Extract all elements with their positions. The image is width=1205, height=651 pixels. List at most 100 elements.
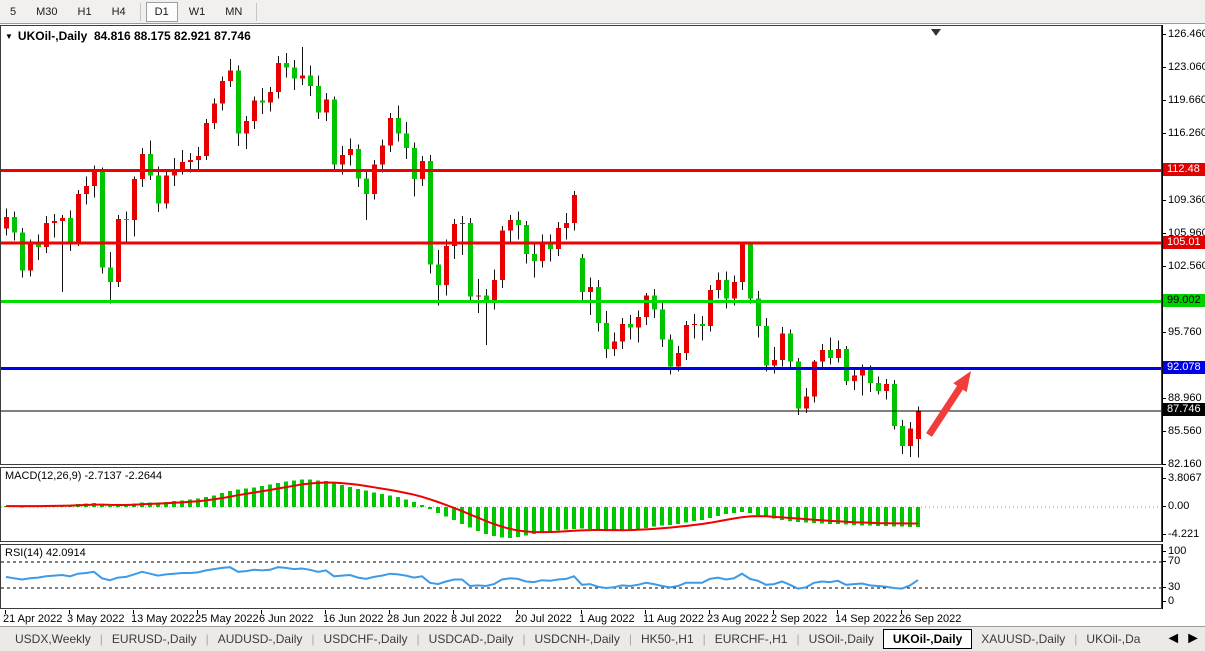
candle-down <box>700 323 705 326</box>
tab-scroll-left-icon[interactable]: ◄ <box>1165 630 1182 647</box>
timeframe-button-d1[interactable]: D1 <box>145 1 178 22</box>
macd-histogram-bar <box>412 501 416 507</box>
macd-histogram-bar <box>532 507 536 535</box>
tab-usdcad-daily[interactable]: USDCAD-,Daily <box>428 632 514 646</box>
candle-down <box>148 153 153 176</box>
macd-histogram-bar <box>308 479 312 507</box>
macd-histogram-bar <box>892 507 896 527</box>
macd-histogram-bar <box>516 507 520 537</box>
timeframe-button-h4[interactable]: H4 <box>111 5 126 18</box>
tab-usoil-daily[interactable]: USOil-,Daily <box>808 632 874 646</box>
macd-histogram-bar <box>324 481 328 507</box>
candle-up <box>740 244 745 283</box>
candle-down <box>100 171 105 268</box>
timeframe-toolbar: 5 M30 H1 H4 D1 W1 MN <box>0 0 1205 24</box>
macd-histogram-bar <box>380 493 384 507</box>
price-chart-panel[interactable]: ▼ UKOil-,Daily 84.816 88.175 82.921 87.74… <box>0 25 1162 465</box>
price-axis-tick <box>1163 266 1166 267</box>
chart-shift-marker-icon[interactable] <box>931 29 941 36</box>
candle-down <box>124 219 129 221</box>
tab-scroll-right-icon[interactable]: ► <box>1185 630 1201 647</box>
macd-histogram-bar <box>868 507 872 526</box>
candle-up <box>212 103 217 123</box>
chart-tabs-bar: USDX,Weekly | EURUSD-,Daily | AUDUSD-,Daily |… <box>0 626 1205 651</box>
tab-ukoil-daily[interactable]: UKOil-,Daily <box>882 629 973 649</box>
tab-ukoil-da[interactable]: UKOil-,Da <box>1086 632 1141 646</box>
time-axis-tick <box>517 610 518 614</box>
candle-down <box>868 369 873 384</box>
rsi-axis-tick <box>1163 551 1166 552</box>
macd-histogram-bar <box>340 485 344 507</box>
tab-scroll-controls: ◄ ► <box>1165 630 1205 648</box>
timeframe-button-mn[interactable]: MN <box>225 5 243 18</box>
macd-histogram-bar <box>156 502 160 507</box>
rsi-axis: 100 70 30 0 <box>1162 544 1205 609</box>
price-axis-tick <box>1163 233 1166 234</box>
bullish-arrow-annotation[interactable] <box>926 371 971 437</box>
macd-histogram-bar <box>572 507 576 529</box>
candle-down <box>260 100 265 103</box>
macd-histogram-bar <box>596 507 600 530</box>
macd-histogram-bar <box>260 486 264 507</box>
macd-histogram-bar <box>732 507 736 513</box>
candle-down <box>516 219 521 225</box>
rsi-line <box>5 566 919 590</box>
timeframe-button-m30[interactable]: M30 <box>36 5 58 18</box>
timeframe-button-5[interactable]: 5 <box>10 5 17 18</box>
candle-up <box>492 280 497 301</box>
candle-up <box>324 99 329 113</box>
candle-up <box>188 159 193 162</box>
price-badge-112.48: 112.48 <box>1163 163 1205 176</box>
tab-eurchf-h1[interactable]: EURCHF-,H1 <box>714 632 788 646</box>
symbol-dropdown-icon[interactable]: ▼ <box>5 32 13 41</box>
macd-tick-label: 3.8067 <box>1168 472 1202 484</box>
rsi-panel[interactable]: RSI(14) 42.0914 <box>0 544 1162 609</box>
candle-down <box>332 99 337 165</box>
candle-up <box>164 175 169 204</box>
timeframe-button-h1[interactable]: H1 <box>77 5 92 18</box>
macd-tick-label: 0.00 <box>1168 500 1190 512</box>
tab-eurusd-daily[interactable]: EURUSD-,Daily <box>111 632 197 646</box>
candle-up <box>28 244 33 271</box>
candle-up <box>612 341 617 350</box>
macd-histogram-bar <box>844 507 848 525</box>
macd-histogram-bar <box>172 501 176 507</box>
macd-histogram-bar <box>788 507 792 521</box>
macd-histogram-bar <box>500 507 504 538</box>
candle-up <box>916 410 921 440</box>
tab-separator: | <box>628 632 632 646</box>
candle-up <box>708 289 713 326</box>
tab-audusd-daily[interactable]: AUDUSD-,Daily <box>217 632 303 646</box>
time-axis-tick <box>581 610 582 614</box>
tab-hk50-h1[interactable]: HK50-,H1 <box>640 632 694 646</box>
macd-histogram-bar <box>812 507 816 524</box>
candle-up <box>540 241 545 261</box>
macd-histogram-bar <box>900 507 904 527</box>
candle-up <box>620 323 625 342</box>
tab-separator: | <box>311 632 315 646</box>
price-axis: 126.460 123.060 119.660 116.260 109.360 105.9… <box>1162 25 1205 470</box>
tab-usdx-weekly[interactable]: USDX,Weekly <box>15 632 91 646</box>
time-axis-label: 28 Jun 2022 <box>387 613 448 625</box>
macd-histogram-bar <box>636 507 640 529</box>
candle-up <box>116 219 121 283</box>
time-axis-label: 23 Aug 2022 <box>707 613 769 625</box>
macd-histogram-bar <box>196 498 200 507</box>
candle-up <box>476 295 481 297</box>
macd-histogram-bar <box>460 507 464 524</box>
macd-panel[interactable]: MACD(12,26,9) -2.7137 -2.2644 <box>0 467 1162 542</box>
tab-usdcnh-daily[interactable]: USDCNH-,Daily <box>534 632 620 646</box>
candle-up <box>572 194 577 223</box>
candle-up <box>204 122 209 156</box>
candle-down <box>316 86 321 113</box>
macd-histogram-bar <box>580 507 584 529</box>
candle-down <box>580 257 585 292</box>
candle-down <box>292 67 297 79</box>
candle-up <box>228 70 233 82</box>
tab-xauusd-daily[interactable]: XAUUSD-,Daily <box>981 632 1066 646</box>
macd-histogram-bar <box>420 504 424 507</box>
timeframe-button-w1[interactable]: W1 <box>188 5 206 18</box>
macd-histogram-bar <box>852 507 856 525</box>
tab-usdchf-daily[interactable]: USDCHF-,Daily <box>323 632 408 646</box>
price-axis-tick <box>1163 431 1166 432</box>
